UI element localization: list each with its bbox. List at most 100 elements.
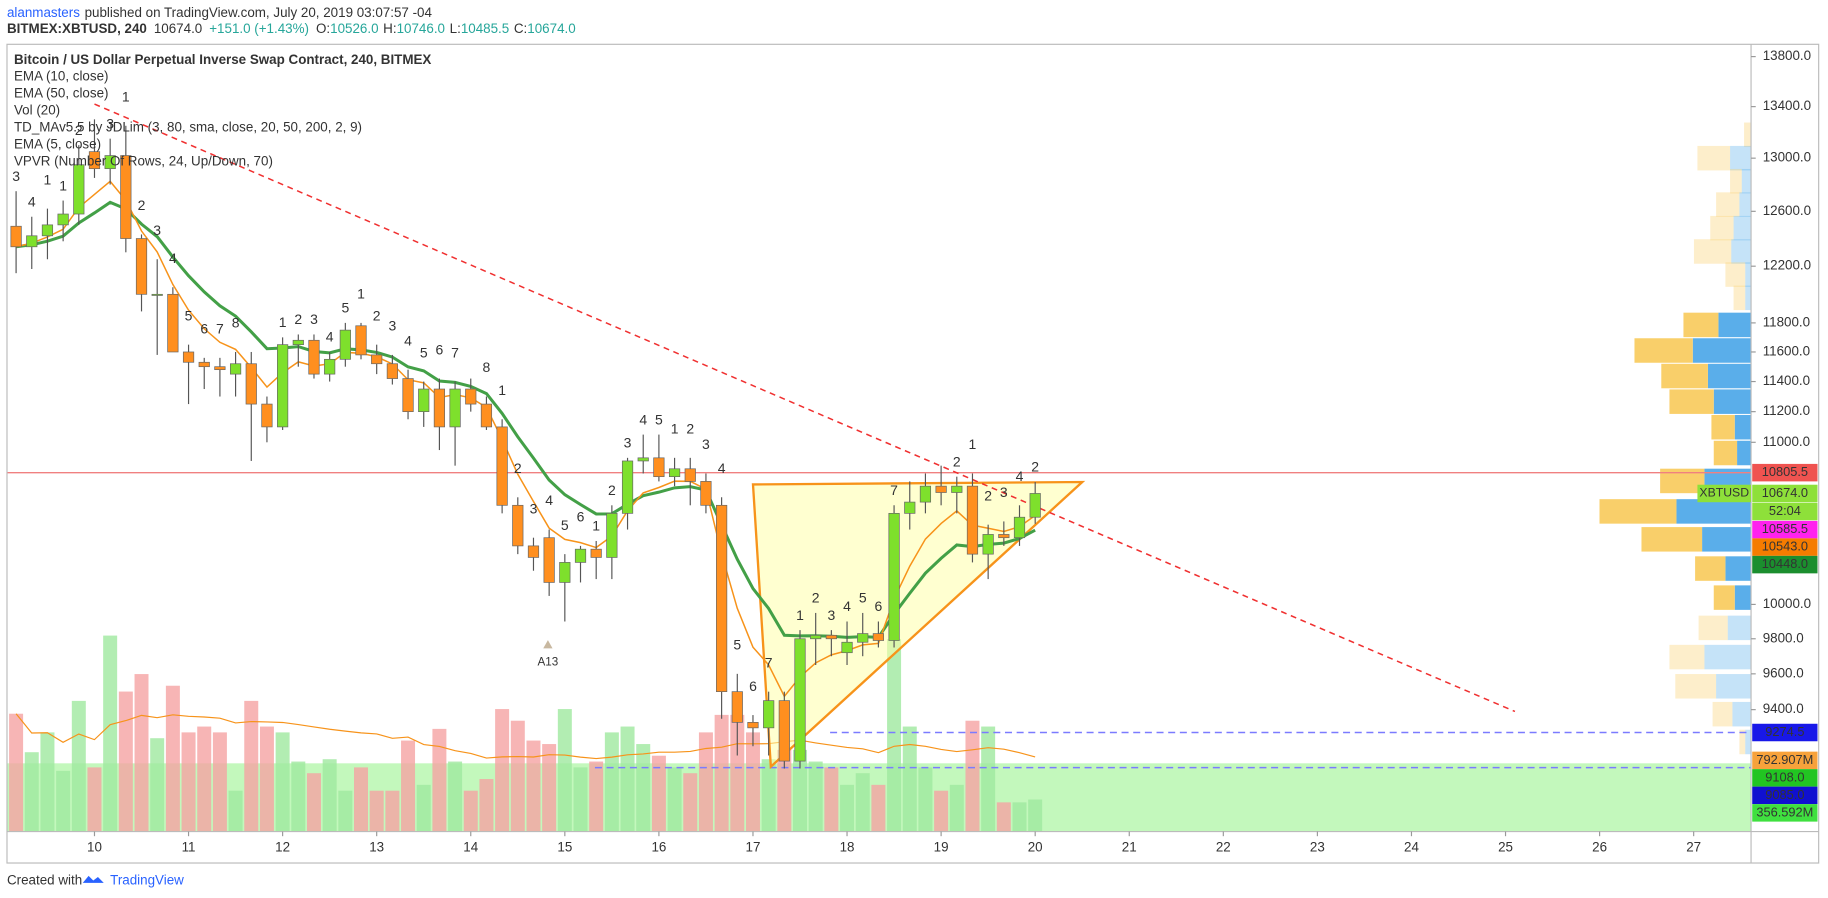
vpvr-down [1713,440,1738,466]
price-label-bg [1752,804,1818,822]
volume-bar [949,784,964,832]
td-count: 2 [812,590,820,606]
td-count: 1 [279,314,287,330]
td-count: 4 [169,250,177,266]
x-tick-label: 19 [934,839,949,854]
indicator-legend: EMA (5, close) [14,137,101,152]
ohlc-key: L: [450,21,461,36]
candle-body [120,155,132,239]
volume-bar [416,784,431,832]
vpvr-down [1744,122,1752,148]
candle-body [966,485,979,555]
candle-body [527,545,540,558]
volume-bar [291,761,306,832]
vpvr-up [1716,674,1752,699]
td-count: 3 [388,318,396,334]
vpvr-up [1731,239,1752,264]
td-count: 1 [122,88,130,104]
author[interactable]: alanmasters [7,4,80,19]
vpvr-down [1739,729,1746,755]
td-count: 1 [59,177,67,193]
countdown: 52:04 [1769,503,1801,518]
y-tick-label: 13800.0 [1763,48,1811,63]
volume-bar [432,728,447,832]
indicator-legend: VPVR (Number Of Rows, 24, Up/Down, 70) [14,154,273,169]
td-count: 5 [185,307,193,323]
volume-bar [808,761,823,832]
footer-brand[interactable]: TradingView [110,872,184,887]
x-tick-label: 12 [275,839,290,854]
candle-body [214,366,226,371]
indicator-legend: EMA (10, close) [14,69,108,84]
vpvr-up [1737,440,1752,466]
x-tick-label: 13 [369,839,384,854]
td-count: 6 [436,341,444,357]
price-label: 9085.0 [1765,787,1804,802]
vpvr-up [1745,729,1752,755]
candle-body [245,363,257,405]
candle-body [261,403,273,428]
candle-body [151,293,163,296]
x-tick-label: 17 [746,839,761,854]
candle-body [872,633,884,641]
td-count: 4 [404,332,412,348]
td-count: 2 [138,197,146,213]
price-label-bg [1752,786,1818,805]
candle-body [135,238,148,295]
candle-body [167,293,179,353]
candle-body [198,361,210,368]
candle-body [590,548,602,558]
x-tick-label: 20 [1028,839,1043,854]
volume-bar [1012,802,1027,832]
indicator-legend: Vol (20) [14,103,60,118]
y-tick-label: 11000.0 [1763,434,1810,449]
td-count: 3 [702,436,710,452]
candle-body [778,700,790,762]
volume-bar [354,767,369,832]
vpvr-up [1739,192,1752,217]
td-count: 2 [75,122,83,138]
price-label: 9108.0 [1765,769,1804,784]
volume-bar [824,767,839,832]
volume-bar [259,726,274,832]
volume-bar [228,790,243,832]
candle-body [841,641,853,654]
price-label-bg [1752,723,1818,742]
ohlc-key: H: [383,21,396,36]
footer: Created with TradingView [7,872,184,887]
vpvr-down [1661,363,1708,389]
price-label-bg [1752,751,1818,770]
vpvr-up [1734,414,1752,440]
volume-bar [448,761,463,832]
vpvr-down [1698,615,1728,641]
annotation: A13 [538,655,559,668]
volume-bar [275,732,290,832]
td-count: 1 [796,607,804,623]
td-count: 3 [153,222,161,238]
td-count: 5 [420,344,428,360]
candle-body [857,633,869,643]
vpvr-up [1730,145,1752,171]
vpvr-up [1741,168,1752,194]
volume-bar [24,752,39,832]
td-count: 4 [843,598,851,614]
volume-bar [212,732,227,832]
candle-body [433,388,446,428]
vpvr-down [1730,168,1742,194]
td-count: 1 [498,382,506,398]
x-tick-label: 25 [1498,839,1513,854]
trendline [94,103,1516,713]
price-label-bg [1752,463,1818,482]
vpvr-down [1713,585,1735,610]
vpvr-up [1745,262,1752,287]
header-line-2: BITMEX:XBTUSD, 240 10674.0 +151.0 (+1.43%)… [7,21,576,36]
indicator-legend: EMA (50, close) [14,86,108,101]
td-count: 2 [984,487,992,503]
volume-bar [197,726,212,832]
volume-bar [589,761,604,832]
vpvr-down [1712,701,1733,727]
volume-bar [338,790,353,832]
volume-bar [777,749,792,832]
td-count: 3 [827,607,835,623]
